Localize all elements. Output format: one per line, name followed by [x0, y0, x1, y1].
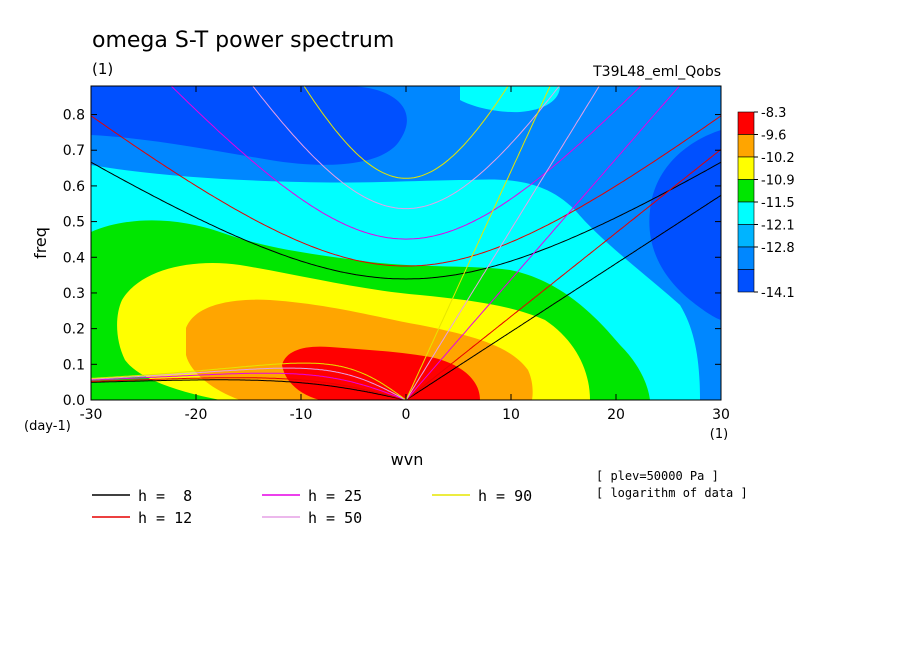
- colorbar-swatch: [737, 111, 755, 135]
- x-tick-label: 30: [712, 407, 730, 423]
- legend: h = 8 h = 12 h = 25 h = 50 h = 90: [92, 487, 532, 527]
- note-plev: [ plev=50000 Pa ]: [596, 469, 719, 483]
- x-tick-label: -10: [290, 407, 313, 423]
- x-units-label: (1): [710, 427, 728, 442]
- x-axis-label: wvn: [391, 450, 424, 469]
- colorbar-swatch: [737, 224, 755, 248]
- gravity-curve: [252, 86, 560, 210]
- dispersion-curves: [91, 86, 721, 400]
- gravity-curve: [170, 86, 642, 240]
- legend-label: h = 8: [138, 487, 192, 505]
- y-tick-label: 0.6: [63, 179, 85, 195]
- colorbar-swatch: [737, 269, 755, 293]
- gravity-curve: [91, 161, 721, 280]
- x-tick-label: 20: [607, 407, 625, 423]
- colorbar-label: -14.1: [761, 286, 795, 301]
- rossby-curve: [91, 379, 407, 400]
- contour-band-strong-blue-right: [649, 130, 721, 320]
- legend-label: h = 25: [308, 487, 362, 505]
- x-tick-label: -20: [185, 407, 208, 423]
- y-axis-label: freq: [31, 227, 50, 259]
- x-tick-label: 0: [402, 407, 411, 423]
- colorbar-swatch: [737, 156, 755, 180]
- chart-subtitle-left: (1): [92, 60, 113, 78]
- colorbar-swatch: [737, 179, 755, 203]
- chart-title: omega S-T power spectrum: [92, 28, 394, 53]
- chart-subtitle-right: T39L48_eml_Qobs: [592, 64, 721, 80]
- colorbar-label: -12.8: [761, 241, 795, 256]
- note-logarithm: [ logarithm of data ]: [596, 486, 748, 500]
- colorbar: -8.3 -9.6 -10.2 -10.9 -11.5 -12.1 -12.8 -14.1: [737, 106, 795, 301]
- y-tick-label: 0.7: [63, 143, 85, 159]
- colorbar-label: -11.5: [761, 196, 795, 211]
- colorbar-label: -9.6: [761, 129, 786, 144]
- rossby-curve: [91, 377, 407, 400]
- y-axis-ticks: 0.0 0.1 0.2 0.3 0.4 0.5 0.6 0.7 0.8: [63, 108, 721, 409]
- y-tick-label: 0.3: [63, 286, 85, 302]
- y-tick-label: 0.4: [63, 250, 85, 266]
- legend-label: h = 12: [138, 509, 192, 527]
- legend-label: h = 90: [478, 487, 532, 505]
- kelvin-curve: [405, 86, 551, 400]
- colorbar-swatch: [737, 201, 755, 225]
- kelvin-curve: [405, 86, 600, 400]
- colorbar-swatch: [737, 134, 755, 158]
- x-tick-label: -30: [80, 407, 103, 423]
- kelvin-curve: [405, 86, 681, 400]
- colorbar-swatch: [737, 246, 755, 270]
- colorbar-label: -10.2: [761, 151, 795, 166]
- colorbar-label: -12.1: [761, 219, 795, 234]
- contour-band-strong-blue: [91, 86, 407, 165]
- kelvin-curve: [405, 194, 721, 400]
- x-tick-label: 10: [502, 407, 520, 423]
- kelvin-curve: [405, 148, 721, 400]
- y-tick-label: 0.1: [63, 357, 85, 373]
- y-tick-label: 0.8: [63, 108, 85, 124]
- legend-label: h = 50: [308, 509, 362, 527]
- x-axis-ticks: -30 -20 -10 0 10 20 30: [80, 86, 730, 423]
- colorbar-label: -10.9: [761, 174, 795, 189]
- rossby-curve: [91, 362, 407, 400]
- gravity-curve: [303, 86, 509, 179]
- y-tick-label: 0.2: [63, 322, 85, 338]
- y-tick-label: 0.0: [63, 393, 85, 409]
- plot-area: [91, 86, 721, 400]
- contour-band-cyan-top: [460, 86, 560, 113]
- rossby-curve: [91, 372, 407, 400]
- rossby-curve: [91, 367, 407, 400]
- y-units-label: (day-1): [24, 419, 71, 434]
- colorbar-label: -8.3: [761, 106, 786, 121]
- gravity-curve: [91, 115, 721, 267]
- y-tick-label: 0.5: [63, 215, 85, 231]
